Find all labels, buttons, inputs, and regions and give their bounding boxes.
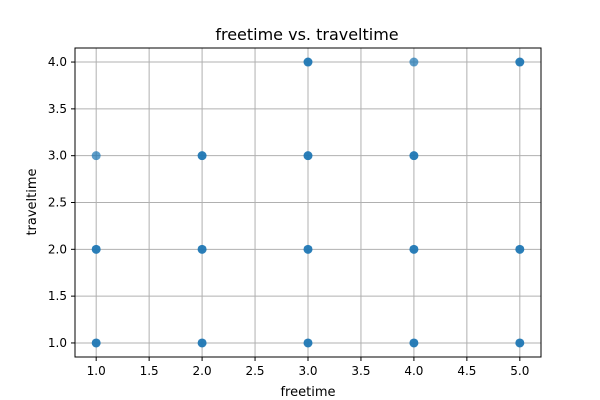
chart-title: freetime vs. traveltime bbox=[215, 25, 398, 44]
data-point bbox=[197, 151, 207, 161]
x-tick-label: 5.0 bbox=[510, 364, 529, 378]
points-layer bbox=[91, 57, 525, 348]
data-point bbox=[515, 338, 525, 348]
data-point bbox=[197, 244, 207, 254]
x-tick-label: 4.0 bbox=[404, 364, 423, 378]
data-point bbox=[91, 338, 101, 348]
grid-layer bbox=[75, 48, 541, 357]
y-tick-label: 2.5 bbox=[48, 196, 67, 210]
x-tick-label: 1.0 bbox=[87, 364, 106, 378]
data-point bbox=[515, 244, 525, 254]
x-tick-label: 4.5 bbox=[457, 364, 476, 378]
data-point bbox=[409, 244, 419, 254]
y-axis-label: traveltime bbox=[25, 168, 40, 235]
x-tick-label: 3.5 bbox=[351, 364, 370, 378]
data-point bbox=[303, 338, 313, 348]
y-tick-label: 3.5 bbox=[48, 102, 67, 116]
data-point bbox=[409, 338, 419, 348]
y-tick-label: 1.0 bbox=[48, 336, 67, 350]
data-point bbox=[91, 151, 101, 161]
ticks-layer: 1.0 1.5 2.0 2.5 3.0 3.5 4.0 4.5 5.0 1.0 1.5 2.0 2.5 3… bbox=[48, 55, 529, 378]
data-point bbox=[303, 57, 313, 67]
data-point bbox=[303, 151, 313, 161]
data-point bbox=[303, 244, 313, 254]
y-tick-label: 2.0 bbox=[48, 242, 67, 256]
data-point bbox=[409, 57, 419, 67]
data-point bbox=[409, 151, 419, 161]
y-tick-label: 1.5 bbox=[48, 289, 67, 303]
data-point bbox=[91, 244, 101, 254]
data-point bbox=[197, 338, 207, 348]
y-tick-label: 4.0 bbox=[48, 55, 67, 69]
x-tick-label: 2.5 bbox=[245, 364, 264, 378]
data-point bbox=[515, 57, 525, 67]
x-tick-label: 2.0 bbox=[193, 364, 212, 378]
x-tick-label: 1.5 bbox=[140, 364, 159, 378]
x-axis-label: freetime bbox=[280, 385, 335, 400]
x-tick-label: 3.0 bbox=[298, 364, 317, 378]
y-tick-label: 3.0 bbox=[48, 149, 67, 163]
